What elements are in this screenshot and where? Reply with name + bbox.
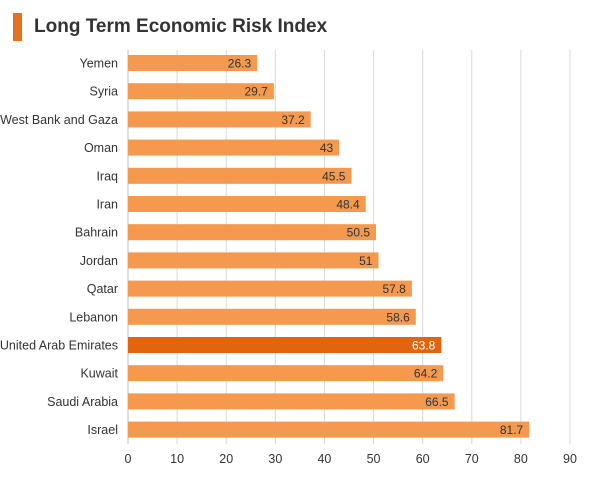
- value-label-12: 66.5: [425, 395, 449, 409]
- x-tick-label-5: 50: [367, 452, 381, 466]
- chart-title: Long Term Economic Risk Index: [34, 16, 328, 37]
- value-label-10: 63.8: [412, 339, 436, 353]
- value-label-7: 51: [359, 254, 373, 268]
- bar-8: [128, 280, 412, 297]
- category-label-9: Lebanon: [69, 310, 118, 324]
- x-tick-label-6: 60: [416, 452, 430, 466]
- category-label-12: Saudi Arabia: [47, 395, 118, 409]
- category-label-8: Qatar: [87, 282, 118, 296]
- bar-1: [128, 83, 274, 100]
- value-label-9: 58.6: [386, 310, 410, 324]
- category-label-7: Jordan: [80, 254, 118, 268]
- x-tick-label-2: 20: [219, 452, 233, 466]
- x-tick-label-9: 90: [563, 452, 577, 466]
- category-label-3: Oman: [84, 141, 118, 155]
- value-label-0: 26.3: [228, 57, 252, 71]
- category-label-4: Iraq: [96, 169, 118, 183]
- value-label-13: 81.7: [500, 423, 524, 437]
- value-label-8: 57.8: [383, 282, 407, 296]
- category-label-11: Kuwait: [80, 367, 118, 381]
- bar-13: [128, 421, 530, 438]
- bar-5: [128, 196, 366, 212]
- category-label-6: Bahrain: [75, 226, 118, 240]
- x-tick-label-4: 40: [317, 452, 331, 466]
- value-label-6: 50.5: [347, 226, 371, 240]
- x-tick-label-3: 30: [268, 452, 282, 466]
- value-label-2: 37.2: [281, 113, 305, 127]
- category-label-5: Iran: [96, 198, 118, 212]
- value-label-3: 43: [320, 141, 334, 155]
- value-label-4: 45.5: [322, 169, 346, 183]
- value-label-1: 29.7: [245, 85, 269, 99]
- value-label-11: 64.2: [414, 367, 438, 381]
- bar-2: [128, 111, 311, 128]
- bar-11: [128, 365, 444, 382]
- category-label-1: Syria: [90, 85, 119, 99]
- bar-7: [128, 252, 379, 269]
- bar-9: [128, 308, 416, 325]
- category-label-13: Israel: [87, 423, 118, 437]
- x-tick-label-0: 0: [125, 452, 132, 466]
- x-tick-label-8: 80: [514, 452, 528, 466]
- bar-10: [128, 337, 442, 353]
- bar-0: [128, 55, 258, 71]
- x-tick-label-1: 10: [170, 452, 184, 466]
- bar-12: [128, 393, 455, 410]
- category-label-10: United Arab Emirates: [0, 339, 118, 353]
- bar-6: [128, 224, 377, 241]
- value-label-5: 48.4: [336, 198, 360, 212]
- category-label-2: West Bank and Gaza: [0, 113, 118, 127]
- bar-4: [128, 167, 352, 184]
- bar-3: [128, 139, 340, 156]
- x-tick-label-7: 70: [465, 452, 479, 466]
- title-accent-bar: [13, 13, 22, 41]
- category-label-0: Yemen: [80, 57, 119, 71]
